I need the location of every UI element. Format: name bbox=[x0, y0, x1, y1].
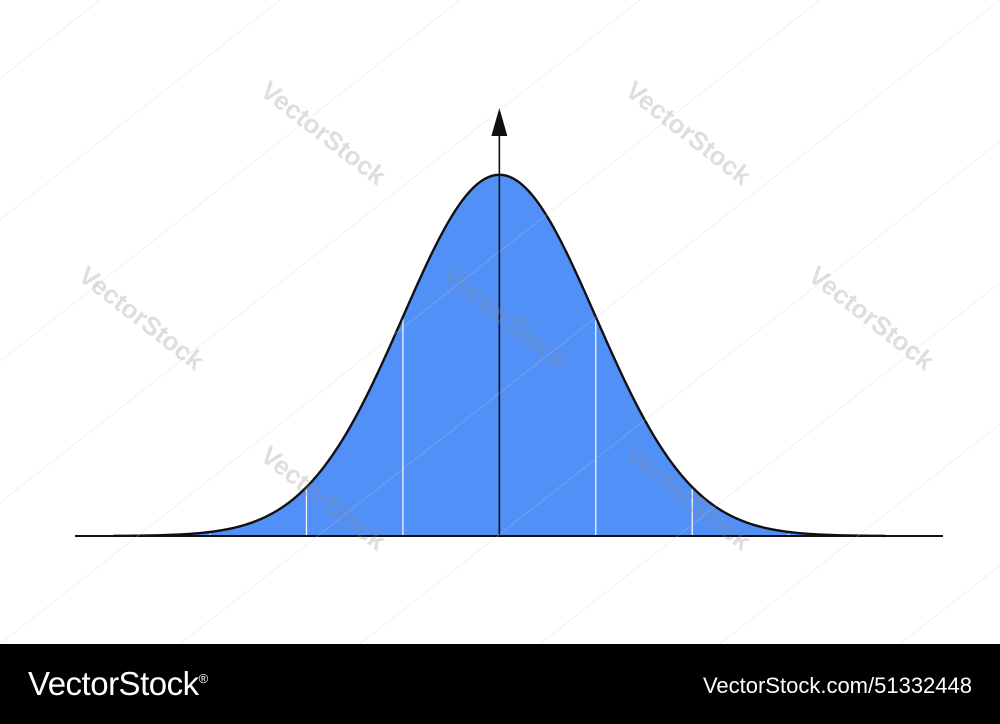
y-axis-arrow bbox=[491, 108, 508, 136]
watermark-line bbox=[719, 423, 1000, 644]
brand-logo: VectorStock® bbox=[28, 665, 208, 703]
watermark-text: VectorStock bbox=[73, 260, 210, 376]
watermark-text: VectorStock bbox=[255, 75, 392, 191]
watermark-line bbox=[539, 282, 1000, 644]
brand-name: VectorStock bbox=[28, 665, 199, 702]
watermark-line bbox=[0, 0, 821, 644]
watermark-line bbox=[0, 0, 281, 221]
registered-mark: ® bbox=[198, 671, 209, 686]
watermark-line bbox=[179, 0, 1000, 644]
watermark-text: VectorStock bbox=[803, 260, 940, 376]
watermark-layer: VectorStock VectorStock VectorStock VectorS… bbox=[0, 0, 1000, 644]
watermark-line bbox=[359, 140, 1000, 644]
watermark-text: VectorStock bbox=[620, 75, 757, 191]
watermark-line bbox=[0, 0, 641, 504]
image-reference: VectorStock.com/51332448 bbox=[702, 673, 972, 698]
footer-bar: VectorStock® VectorStock.com/51332448 bbox=[0, 644, 1000, 724]
bell-curve-chart: VectorStock VectorStock VectorStock VectorS… bbox=[0, 0, 1000, 644]
chart: VectorStock VectorStock VectorStock VectorS… bbox=[0, 0, 1000, 644]
watermark-line bbox=[0, 0, 461, 362]
